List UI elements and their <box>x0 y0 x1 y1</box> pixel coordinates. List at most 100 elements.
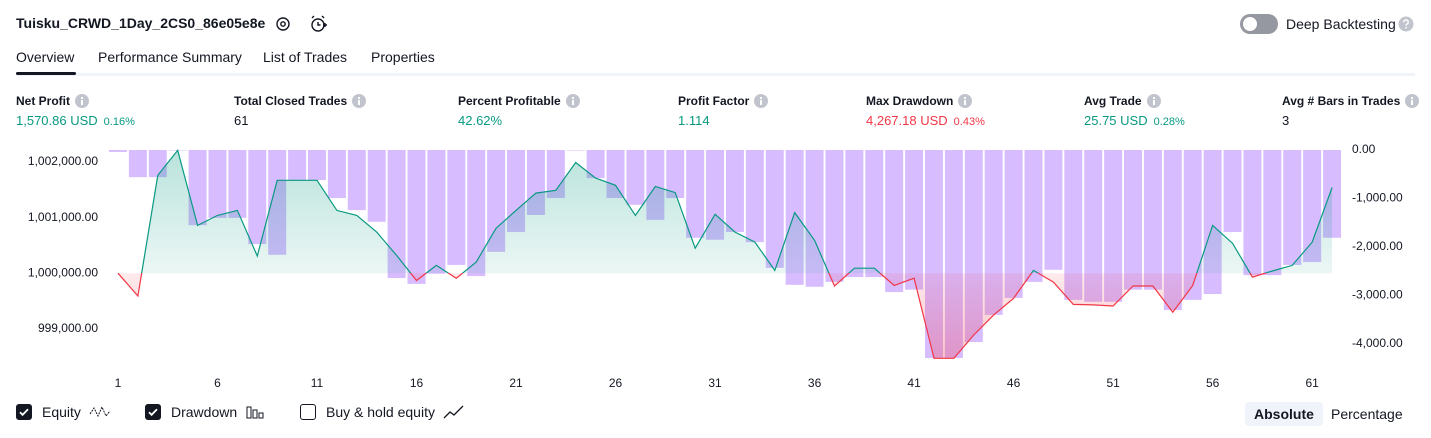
metric-amount: 1.114 <box>678 113 710 128</box>
drawdown-bar <box>1004 150 1023 298</box>
info-dot <box>964 97 967 99</box>
title-icons <box>276 15 327 32</box>
tab[interactable]: Overview <box>16 49 75 65</box>
metric-amount: 1,570.86 USD <box>16 113 98 128</box>
mode-button[interactable]: Percentage <box>1331 406 1403 422</box>
legend-item[interactable]: Buy & hold equity <box>300 404 465 420</box>
drawdown-bar <box>1104 150 1123 302</box>
y-tick-label: 1,001,000.00 <box>28 210 98 224</box>
metric-label: Avg Trade <box>1084 94 1161 108</box>
drawdown-bar <box>1084 150 1103 302</box>
y-tick-label: 1,000,000.00 <box>28 265 98 279</box>
y2-tick-label: -2,000.00 <box>1352 239 1403 253</box>
deep-backtesting-toggle[interactable] <box>1240 14 1278 34</box>
drawdown-bar <box>845 150 864 278</box>
metric-percent: 0.28% <box>1153 116 1185 128</box>
legend-icon <box>443 404 465 420</box>
tab-divider <box>16 73 1415 76</box>
info-bar <box>760 100 763 105</box>
drawdown-bar <box>1163 150 1182 311</box>
drawdown-bar <box>407 150 426 284</box>
metric-label: Profit Factor <box>678 94 769 108</box>
x-tick-label: 11 <box>311 376 324 390</box>
drawdown-bar <box>626 150 645 205</box>
metric-value: 4,267.18 USD 0.43% <box>866 113 985 128</box>
tab[interactable]: List of Trades <box>263 49 348 65</box>
x-tick-label: 6 <box>214 376 221 390</box>
x-tick-label: 41 <box>907 376 921 390</box>
metric-value: 42.62% <box>458 113 502 128</box>
info-dot <box>1152 97 1155 99</box>
drawdown-bar <box>208 150 227 218</box>
metric-name: Avg Trade <box>1084 94 1142 108</box>
deep-backtesting-label: Deep Backtesting <box>1286 16 1396 32</box>
drawdown-bar <box>128 150 147 178</box>
metric-label: Total Closed Trades <box>234 94 367 108</box>
metric-amount: 61 <box>234 113 249 128</box>
info-icon[interactable] <box>352 94 367 108</box>
info-icon[interactable] <box>1405 94 1420 108</box>
drawdown-bar <box>347 150 366 211</box>
toggle-knob <box>1243 17 1257 31</box>
metric-name: Net Profit <box>16 94 70 108</box>
legend-checkbox[interactable] <box>16 404 32 420</box>
x-tick-label: 26 <box>609 376 623 390</box>
x-tick-label: 31 <box>708 376 722 390</box>
help-icon[interactable] <box>1398 16 1414 32</box>
legend-checkbox[interactable] <box>145 404 161 420</box>
drawdown-bar <box>905 150 924 290</box>
y2-tick-label: -3,000.00 <box>1352 288 1403 302</box>
y-tick-label: 999,000.00 <box>38 321 98 335</box>
info-dot <box>1411 97 1414 99</box>
drawdown-bar <box>387 150 406 279</box>
drawdown-bar <box>467 150 486 277</box>
equity-area <box>117 150 1333 359</box>
metric-label: Percent Profitable <box>458 94 580 108</box>
drawdown-bar <box>666 150 685 199</box>
metric-label: Net Profit <box>16 94 89 108</box>
drawdown-bar <box>248 150 267 245</box>
equity-chart: 999,000.00 1,000,000.00 1,001,000.00 1,002,… <box>28 142 1403 390</box>
legend-item[interactable]: Drawdown <box>145 404 267 420</box>
drawdown-bar <box>108 150 127 152</box>
metric-value: 1,570.86 USD 0.16% <box>16 113 135 128</box>
alert-icon[interactable] <box>311 15 327 32</box>
strategy-title: Tuisku_CRWD_1Day_2CS0_86e05e8e <box>16 15 266 31</box>
mode-button[interactable]: Absolute <box>1245 402 1323 426</box>
metric-value: 3 <box>1282 113 1289 128</box>
legend-item[interactable]: Equity <box>16 404 111 420</box>
info-dot <box>81 97 83 99</box>
info-bar <box>964 100 967 105</box>
legend-label: Buy & hold equity <box>326 404 435 420</box>
info-icon[interactable] <box>958 94 973 108</box>
settings-icon[interactable] <box>276 17 290 31</box>
drawdown-bar <box>228 150 247 218</box>
info-icon[interactable] <box>1146 94 1161 108</box>
drawdown-bar <box>1283 150 1302 265</box>
drawdown-bar <box>825 150 844 282</box>
drawdown-bar <box>745 150 764 243</box>
tab[interactable]: Performance Summary <box>98 49 242 65</box>
x-tick-label: 56 <box>1206 376 1220 390</box>
metric-name: Total Closed Trades <box>234 94 348 108</box>
x-tick-label: 21 <box>509 376 523 390</box>
drawdown-bar <box>327 150 346 199</box>
info-bar <box>81 100 83 105</box>
tab[interactable]: Properties <box>371 49 435 65</box>
drawdown-bar <box>288 150 307 181</box>
legend-icon <box>89 404 111 420</box>
info-dot <box>358 97 361 99</box>
y2-tick-label: -4,000.00 <box>1352 336 1403 350</box>
legend-checkbox[interactable] <box>300 404 316 420</box>
metric-amount: 4,267.18 USD <box>866 113 948 128</box>
y-tick-label: 1,002,000.00 <box>28 154 98 168</box>
info-dot <box>571 97 574 99</box>
drawdown-bar <box>1143 150 1162 290</box>
info-icon[interactable] <box>565 94 580 108</box>
drawdown-bar <box>447 150 466 265</box>
info-icon[interactable] <box>754 94 769 108</box>
drawdown-bar <box>686 150 705 238</box>
info-icon[interactable] <box>75 94 89 108</box>
info-bar <box>571 100 574 105</box>
check-mark <box>148 408 158 417</box>
